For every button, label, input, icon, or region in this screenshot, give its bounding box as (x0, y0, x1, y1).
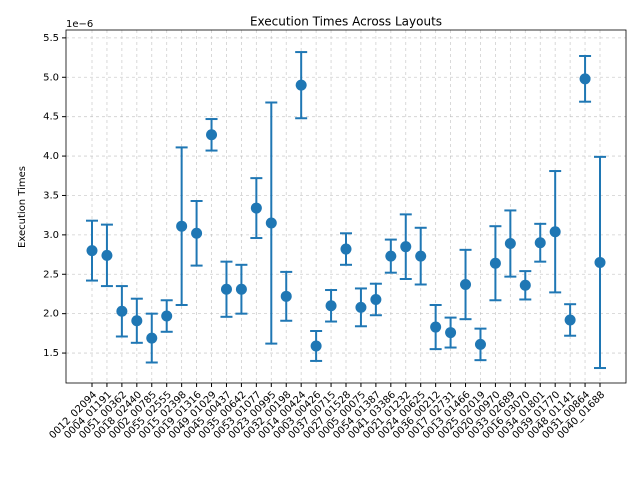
point (519, 279, 531, 291)
y-tick-label: 2.5 (43, 269, 59, 280)
point (86, 245, 98, 257)
y-tick-label: 4.5 (43, 112, 59, 123)
point (116, 305, 128, 317)
point (474, 338, 486, 350)
point (489, 257, 501, 269)
point (220, 283, 232, 295)
point (370, 293, 382, 305)
point (385, 250, 397, 262)
point (460, 279, 472, 291)
point (504, 238, 516, 250)
chart-title: Execution Times Across Layouts (250, 15, 442, 29)
y-tick-label: 1.5 (43, 348, 59, 359)
point (594, 256, 606, 268)
point (280, 290, 292, 302)
point (579, 73, 591, 85)
point (295, 79, 307, 91)
point (340, 243, 352, 255)
plot-frame (65, 29, 627, 384)
point (176, 220, 188, 232)
y-axis-label: Execution Times (17, 166, 28, 248)
y-tick-label: 5.0 (43, 72, 59, 83)
y-tick-label: 3.0 (43, 230, 59, 241)
point (355, 301, 367, 313)
y-tick-label: 5.5 (43, 33, 59, 44)
point (415, 250, 427, 262)
y-tick-label: 3.5 (43, 190, 59, 201)
offset-label: 1e−6 (66, 19, 93, 30)
point (310, 340, 322, 352)
point (206, 129, 218, 141)
point (400, 241, 412, 253)
point (534, 237, 546, 249)
point (549, 226, 561, 238)
point (430, 321, 442, 333)
point (131, 315, 143, 327)
point (161, 310, 173, 322)
point (445, 327, 457, 339)
y-tick-label: 2.0 (43, 309, 59, 320)
point (235, 283, 247, 295)
point (325, 300, 337, 312)
point (250, 202, 262, 214)
point (564, 314, 576, 326)
point (265, 217, 277, 229)
point (101, 249, 113, 261)
point (191, 227, 203, 239)
y-tick-label: 4.0 (43, 151, 59, 162)
point (146, 332, 158, 344)
